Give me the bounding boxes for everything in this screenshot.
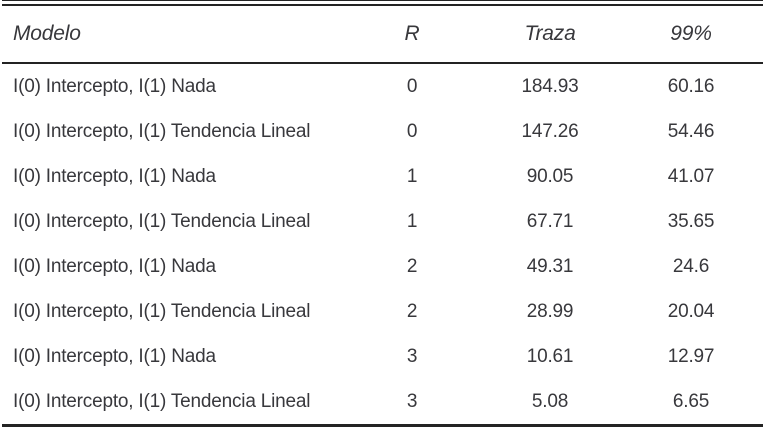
cell-traza: 5.08 [531,390,569,412]
cell-traza: 28.99 [526,300,574,322]
table-row: I(0) Intercepto, I(1) Nada 2 49.31 24.6 [2,244,763,289]
cell-modelo: I(0) Intercepto, I(1) Nada [13,345,216,367]
column-header-crit99: 99% [670,22,712,45]
table-row: I(0) Intercepto, I(1) Nada 3 10.61 12.97 [2,334,763,379]
cell-traza: 67.71 [526,210,574,232]
cell-r: 2 [406,255,418,277]
cell-r: 1 [406,210,418,232]
results-table: Modelo R Traza 99% I(0) Intercepto, I(1)… [2,0,763,427]
cell-modelo: I(0) Intercepto, I(1) Tendencia Lineal [13,390,311,412]
cell-traza: 90.05 [526,165,574,187]
cell-crit99: 12.97 [667,345,715,367]
cell-modelo: I(0) Intercepto, I(1) Nada [13,75,216,97]
cell-modelo: I(0) Intercepto, I(1) Nada [13,165,216,187]
cell-crit99: 6.65 [672,390,710,412]
table-row: I(0) Intercepto, I(1) Tendencia Lineal 3… [2,379,763,424]
cell-crit99: 41.07 [667,165,715,187]
cell-r: 1 [406,165,418,187]
cell-crit99: 35.65 [667,210,715,232]
cell-crit99: 60.16 [667,75,715,97]
cell-modelo: I(0) Intercepto, I(1) Nada [13,255,216,277]
top-double-rule [2,0,763,6]
cell-crit99: 54.46 [667,120,715,142]
table-row: I(0) Intercepto, I(1) Tendencia Lineal 0… [2,109,763,154]
cell-traza: 184.93 [521,75,579,97]
cell-traza: 10.61 [526,345,574,367]
table-row: I(0) Intercepto, I(1) Tendencia Lineal 1… [2,199,763,244]
cell-r: 3 [406,345,418,367]
table-body: I(0) Intercepto, I(1) Nada 0 184.93 60.1… [2,64,763,424]
column-header-modelo: Modelo [13,22,81,45]
cell-r: 3 [406,390,418,412]
table-row: I(0) Intercepto, I(1) Nada 0 184.93 60.1… [2,64,763,109]
table-header-row: Modelo R Traza 99% [2,6,763,62]
cell-modelo: I(0) Intercepto, I(1) Tendencia Lineal [13,210,311,232]
cell-r: 0 [406,120,418,142]
cell-crit99: 20.04 [667,300,715,322]
column-header-r: R [404,22,420,45]
cell-traza: 147.26 [521,120,579,142]
bottom-rule [2,424,763,427]
cell-r: 0 [406,75,418,97]
cell-r: 2 [406,300,418,322]
cell-crit99: 24.6 [672,255,710,277]
cell-modelo: I(0) Intercepto, I(1) Tendencia Lineal [13,120,311,142]
table-row: I(0) Intercepto, I(1) Nada 1 90.05 41.07 [2,154,763,199]
cell-traza: 49.31 [526,255,574,277]
column-header-traza: Traza [524,22,576,45]
header-separator-rule [2,62,763,64]
table-row: I(0) Intercepto, I(1) Tendencia Lineal 2… [2,289,763,334]
cell-modelo: I(0) Intercepto, I(1) Tendencia Lineal [13,300,311,322]
